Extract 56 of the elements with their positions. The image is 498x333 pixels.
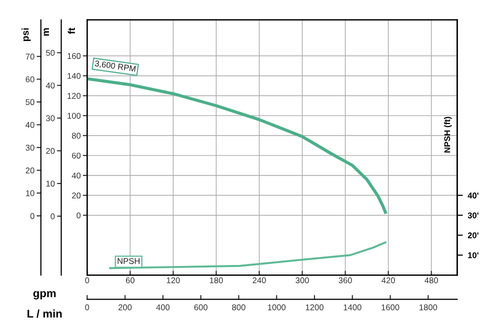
y-axis-title: ft (68, 28, 75, 34)
y-tick-label: 0 (76, 212, 81, 218)
x2-tick-label: 600 (194, 304, 208, 310)
y-tick-label: 100 (68, 112, 81, 119)
x2-tick-label: 200 (118, 304, 132, 310)
y-tick-label: 140 (68, 72, 81, 79)
y-tick-label: 120 (68, 92, 81, 99)
x-tick-label: 420 (382, 277, 395, 284)
y-tick-label: 20 (72, 192, 81, 198)
line-series (87, 77, 387, 214)
y2-tick-label: 0 (30, 213, 34, 219)
y2-tick-label: 50 (26, 99, 34, 106)
y3-tick-label: 0 (50, 213, 55, 220)
x2-tick-label: 1800 (420, 304, 438, 310)
line-series (109, 241, 386, 270)
x-tick-label: 180 (210, 277, 223, 284)
y-tick-label: 40' (468, 192, 478, 198)
y-tick-label: 60 (72, 152, 81, 159)
y3-tick-label: 20 (46, 148, 55, 154)
y-tick-label: 160 (68, 53, 81, 59)
y-tick-label: 20' (468, 232, 478, 238)
x2-tick-label: 0 (85, 304, 90, 310)
x-tick-label: 0 (85, 277, 90, 284)
x2-tick-label: 1000 (268, 304, 286, 310)
x-tick-label: 300 (296, 277, 309, 284)
y3-tick-label: 50 (46, 50, 55, 56)
x-tick-label: 60 (126, 277, 134, 284)
x-axis-title: gpm (33, 291, 56, 300)
y-tick-label: 10' (468, 252, 478, 258)
y2-tick-label: 30 (26, 144, 34, 151)
x2-tick-label: 800 (232, 304, 246, 310)
x2-tick-label: 1400 (344, 304, 362, 310)
y-tick-label: 30' (468, 212, 478, 218)
y3-tick-label: 40 (46, 82, 55, 88)
series-label: NPSH (118, 258, 140, 264)
x-tick-label: 120 (166, 277, 180, 284)
y2-tick-label: 70 (26, 54, 34, 60)
y2-axis-title: psi (22, 28, 31, 42)
y3-tick-label: 10 (46, 180, 55, 187)
x-tick-label: 480 (424, 277, 438, 284)
y2-tick-label: 10 (26, 190, 34, 196)
x-tick-label: 360 (338, 277, 352, 284)
x2-tick-label: 400 (156, 304, 170, 310)
x2-tick-label: 1600 (382, 304, 400, 310)
y2-tick-label: 20 (26, 167, 34, 174)
y-axis-title: NPSH (ft) (444, 116, 452, 152)
y-tick-label: 80 (72, 132, 81, 139)
y-tick-label: 40 (72, 172, 81, 179)
x2-axis-title: L / min (28, 309, 62, 318)
x2-tick-label: 1200 (306, 304, 324, 310)
y2-tick-label: 60 (26, 76, 34, 82)
y2-tick-label: 40 (26, 122, 34, 128)
text: 3,600 RPM (94, 60, 136, 73)
x-tick-label: 240 (252, 277, 266, 284)
y3-tick-label: 30 (46, 115, 55, 122)
y3-axis-title: m (44, 28, 49, 36)
